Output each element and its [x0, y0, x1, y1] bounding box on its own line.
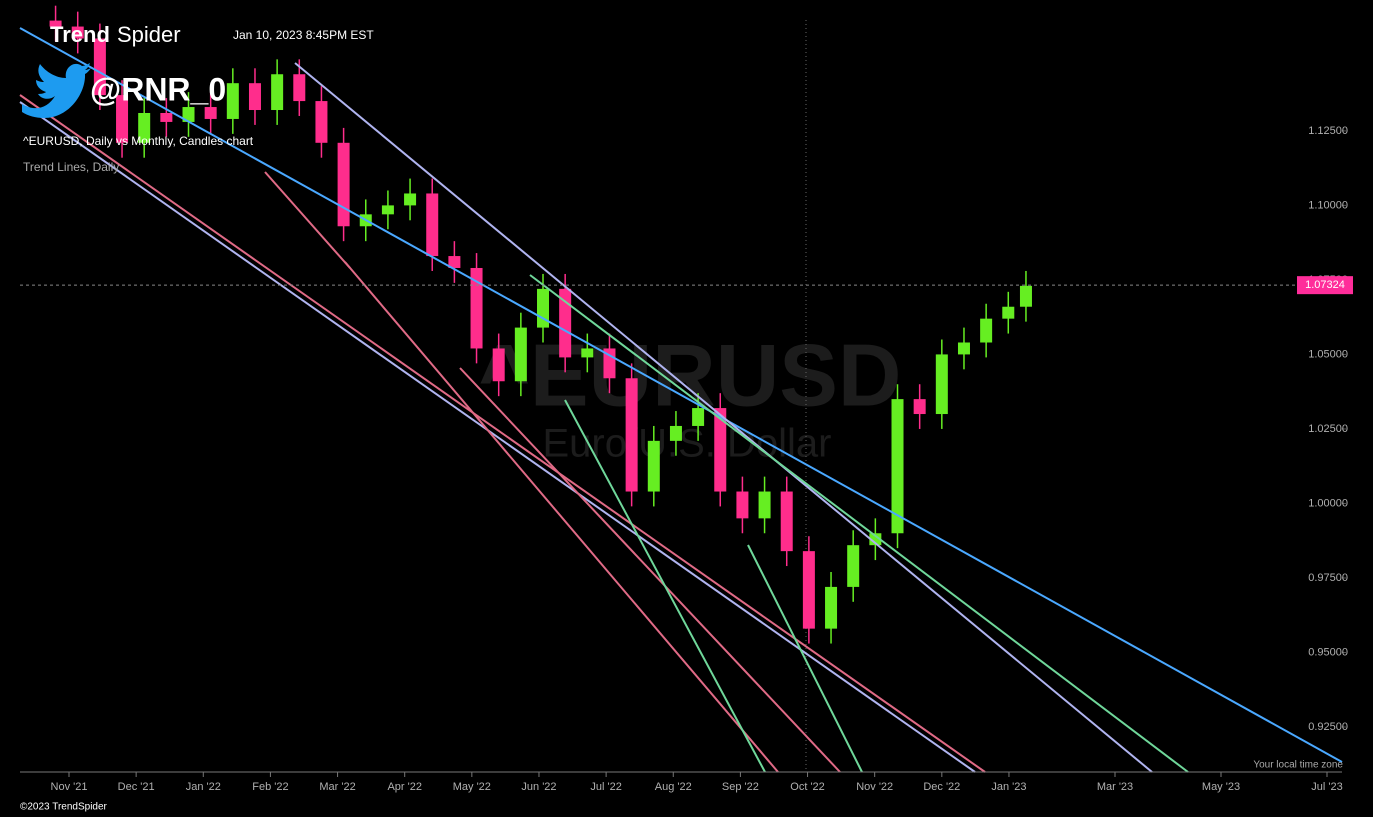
chart-title: ^EURUSD, Daily vs Monthly, Candles chart: [23, 134, 254, 148]
candle-body: [138, 112, 151, 143]
candle-body: [226, 83, 239, 119]
brand-bold: Trend: [50, 22, 110, 47]
candle-body: [1002, 306, 1015, 319]
candle-body: [669, 425, 682, 441]
watermark-symbol: ^EURUSD: [479, 325, 902, 424]
x-tick-label: Jan '23: [991, 781, 1026, 793]
candles: [49, 5, 1032, 644]
candle-body: [758, 491, 771, 519]
candle-body: [736, 491, 749, 519]
y-tick-label: 1.10000: [1308, 199, 1348, 211]
x-tick-label: May '22: [453, 781, 491, 793]
candle-body: [337, 142, 350, 227]
x-tick-label: Dec '21: [118, 781, 155, 793]
brand: Spider: [117, 22, 181, 47]
candle-body: [891, 399, 904, 534]
y-tick-label: 1.12500: [1308, 125, 1348, 137]
y-tick-label: 0.92500: [1308, 721, 1348, 733]
candle-body: [426, 193, 439, 257]
last-price-label: 1.07324: [1305, 279, 1345, 291]
trend-line: [294, 62, 1153, 773]
candle-body: [847, 545, 860, 587]
candle-body: [825, 586, 838, 629]
x-tick-label: Mar '22: [319, 781, 355, 793]
candle-body: [248, 83, 261, 111]
candle-body: [957, 342, 970, 355]
trend-line: [529, 274, 1189, 773]
x-tick-label: Sep '22: [722, 781, 759, 793]
candle-body: [692, 408, 705, 426]
candle-body: [271, 74, 284, 111]
trend-line: [19, 101, 976, 773]
y-tick-label: 0.95000: [1308, 646, 1348, 658]
candle-body: [625, 378, 638, 492]
x-tick-label: Jan '22: [186, 781, 221, 793]
candle-body: [448, 256, 461, 268]
copyright: ©2023 TrendSpider: [20, 802, 108, 813]
candle-body: [802, 551, 815, 629]
twitter-logo: [22, 63, 91, 118]
x-tick-label: Aug '22: [655, 781, 692, 793]
x-tick-label: Apr '22: [387, 781, 422, 793]
candle-body: [492, 348, 505, 382]
candle-body: [913, 399, 926, 415]
timezone-note: Your local time zone: [1253, 760, 1343, 771]
x-tick-label: May '23: [1202, 781, 1240, 793]
candle-body: [869, 533, 882, 546]
date: Jan 10, 2023 8:45PM EST: [233, 28, 374, 42]
candle-body: [404, 193, 417, 206]
trend-line: [19, 27, 1343, 763]
handle: @RNR_0: [90, 71, 226, 107]
x-tick-label: Dec '22: [923, 781, 960, 793]
candle-body: [315, 101, 328, 143]
candle-body: [1019, 285, 1032, 307]
y-tick-label: 1.05000: [1308, 348, 1348, 360]
y-tick-label: 0.97500: [1308, 572, 1348, 584]
x-tick-label: Feb '22: [252, 781, 288, 793]
candle-body: [647, 440, 660, 492]
candle-body: [49, 20, 62, 27]
x-tick-label: Jun '22: [521, 781, 556, 793]
trend-line: [747, 544, 863, 773]
x-tick-label: Jul '23: [1311, 781, 1342, 793]
x-tick-label: Nov '22: [856, 781, 893, 793]
trend-line: [459, 367, 841, 773]
candle-body: [381, 205, 394, 215]
candle-body: [93, 38, 106, 96]
candle-body: [160, 112, 173, 122]
candle-body: [559, 288, 572, 358]
trend-lines: [19, 27, 1343, 773]
candle-body: [470, 267, 483, 349]
x-tick-label: Nov '21: [51, 781, 88, 793]
y-tick-label: 1.00000: [1308, 497, 1348, 509]
candle-body: [935, 354, 948, 415]
x-tick-label: Oct '22: [790, 781, 825, 793]
candle-body: [780, 491, 793, 552]
x-tick-label: Mar '23: [1097, 781, 1133, 793]
chart-subtitle: Trend Lines, Daily: [23, 160, 119, 174]
trend-line: [564, 399, 766, 773]
candle-body: [581, 348, 594, 358]
watermark-name: Euro/U.S. Dollar: [543, 422, 832, 466]
candle-body: [293, 74, 306, 102]
x-tick-label: Jul '22: [590, 781, 621, 793]
candle-body: [71, 26, 84, 39]
candle-body: [514, 327, 527, 382]
candle-body: [182, 107, 195, 122]
trend-line: [19, 94, 986, 773]
candle-body: [537, 288, 550, 328]
candle-body: [116, 95, 129, 143]
y-tick-label: 1.02500: [1308, 423, 1348, 435]
candle-body: [714, 408, 727, 492]
trend-line: [264, 171, 351, 269]
trend-line: [344, 261, 779, 773]
candle-body: [204, 107, 217, 119]
last-price-tag: [1297, 276, 1353, 295]
candle-body: [980, 318, 993, 343]
